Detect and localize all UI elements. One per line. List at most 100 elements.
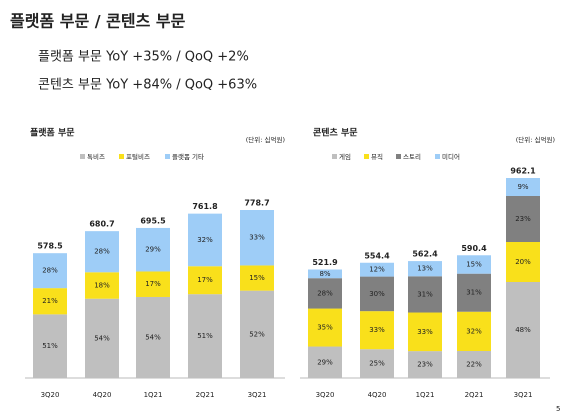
segment-label: 15%	[466, 260, 482, 268]
segment-label: 30%	[369, 290, 385, 298]
segment-label: 31%	[466, 289, 482, 297]
bar-segment	[408, 261, 442, 277]
segment-label: 52%	[249, 330, 265, 338]
x-tick-label: 4Q20	[93, 391, 112, 399]
bar-segment	[408, 276, 442, 313]
bar-segment	[188, 213, 222, 267]
legend-label: 게임	[339, 152, 351, 161]
segment-label: 17%	[197, 276, 213, 284]
segment-label: 32%	[466, 327, 482, 335]
x-tick-label: 3Q20	[41, 391, 60, 399]
x-tick-label: 3Q21	[514, 391, 533, 399]
x-tick-label: 3Q21	[248, 391, 267, 399]
legend-label: 플랫폼 기타	[172, 152, 204, 161]
segment-label: 33%	[369, 326, 385, 334]
legend-label: 뮤직	[371, 152, 383, 161]
legend-label: 스토리	[403, 152, 421, 161]
total-label: 695.5	[140, 216, 166, 225]
total-label: 680.7	[89, 220, 114, 229]
bar-segment	[408, 351, 442, 378]
x-tick-label: 2Q21	[465, 391, 484, 399]
chart-title: 플랫폼 부문	[30, 127, 75, 139]
bar-segment	[360, 311, 394, 350]
bar-segment	[457, 255, 491, 274]
total-label: 761.8	[192, 202, 218, 211]
legend-swatch	[396, 154, 401, 159]
bar-segment	[188, 294, 222, 378]
bar-segment	[360, 262, 394, 277]
legend-label: 포털비즈	[126, 152, 150, 161]
bar-segment	[506, 282, 540, 378]
segment-label: 8%	[319, 270, 330, 278]
legend-swatch	[119, 154, 124, 159]
x-tick-label: 1Q21	[144, 391, 163, 399]
segment-label: 15%	[249, 274, 265, 282]
bar-segment	[308, 308, 342, 347]
summary-line: 플랫폼 부문 YoY +35% / QoQ +2%	[38, 50, 249, 65]
unit-label: (단위: 십억원)	[516, 135, 555, 144]
legend-swatch	[364, 154, 369, 159]
segment-label: 25%	[369, 360, 385, 368]
bar-segment	[308, 269, 342, 279]
bar-segment	[506, 178, 540, 196]
segment-label: 28%	[94, 248, 110, 256]
bar-segment	[33, 314, 67, 378]
bar-segment	[85, 272, 119, 299]
segment-label: 23%	[417, 361, 433, 369]
bar-segment	[308, 346, 342, 378]
segment-label: 33%	[249, 234, 265, 242]
legend-swatch	[332, 154, 337, 159]
bar-segment	[360, 349, 394, 378]
bar-segment	[408, 312, 442, 352]
summary-line: 콘텐츠 부문 YoY +84% / QoQ +63%	[38, 78, 257, 93]
segment-label: 21%	[42, 297, 58, 305]
chart-title: 콘텐츠 부문	[313, 127, 358, 139]
segment-label: 23%	[515, 215, 531, 223]
x-tick-label: 1Q21	[416, 391, 435, 399]
x-tick-label: 3Q20	[316, 391, 335, 399]
bar-segment	[506, 196, 540, 242]
legend-label: 미디어	[442, 152, 460, 161]
bar-segment	[240, 290, 274, 378]
total-label: 578.5	[37, 242, 63, 251]
segment-label: 22%	[466, 360, 482, 368]
x-tick-label: 2Q21	[196, 391, 215, 399]
unit-label: (단위: 십억원)	[246, 135, 285, 144]
bar-segment	[33, 253, 67, 289]
segment-label: 17%	[145, 280, 161, 288]
bar-segment	[188, 266, 222, 295]
bar-segment	[136, 296, 170, 378]
bar-segment	[240, 210, 274, 266]
legend-swatch	[435, 154, 440, 159]
legend-swatch	[80, 154, 85, 159]
segment-label: 12%	[369, 266, 385, 274]
bar-segment	[85, 298, 119, 378]
segment-label: 51%	[197, 332, 213, 340]
total-label: 962.1	[510, 167, 536, 176]
bar-segment	[240, 265, 274, 291]
segment-label: 13%	[417, 265, 433, 273]
segment-label: 51%	[42, 342, 58, 350]
total-label: 521.9	[312, 258, 338, 267]
total-label: 562.4	[412, 250, 438, 259]
segment-label: 48%	[515, 326, 531, 334]
total-label: 554.4	[364, 251, 390, 260]
total-label: 590.4	[461, 244, 487, 253]
segment-label: 18%	[94, 281, 110, 289]
bar-segment	[457, 350, 491, 378]
segment-label: 35%	[317, 324, 333, 332]
page-number: 5	[556, 405, 560, 413]
bar-segment	[33, 288, 67, 315]
segment-label: 20%	[515, 258, 531, 266]
bar-segment	[506, 242, 540, 282]
total-label: 778.7	[244, 199, 269, 208]
x-tick-label: 4Q20	[368, 391, 387, 399]
slide-title: 플랫폼 부문 / 콘텐츠 부문	[10, 12, 186, 31]
segment-label: 32%	[197, 236, 213, 244]
segment-label: 33%	[417, 328, 433, 336]
bar-segment	[136, 271, 170, 297]
bar-segment	[457, 311, 491, 351]
segment-label: 9%	[517, 183, 528, 191]
segment-label: 54%	[145, 333, 161, 341]
